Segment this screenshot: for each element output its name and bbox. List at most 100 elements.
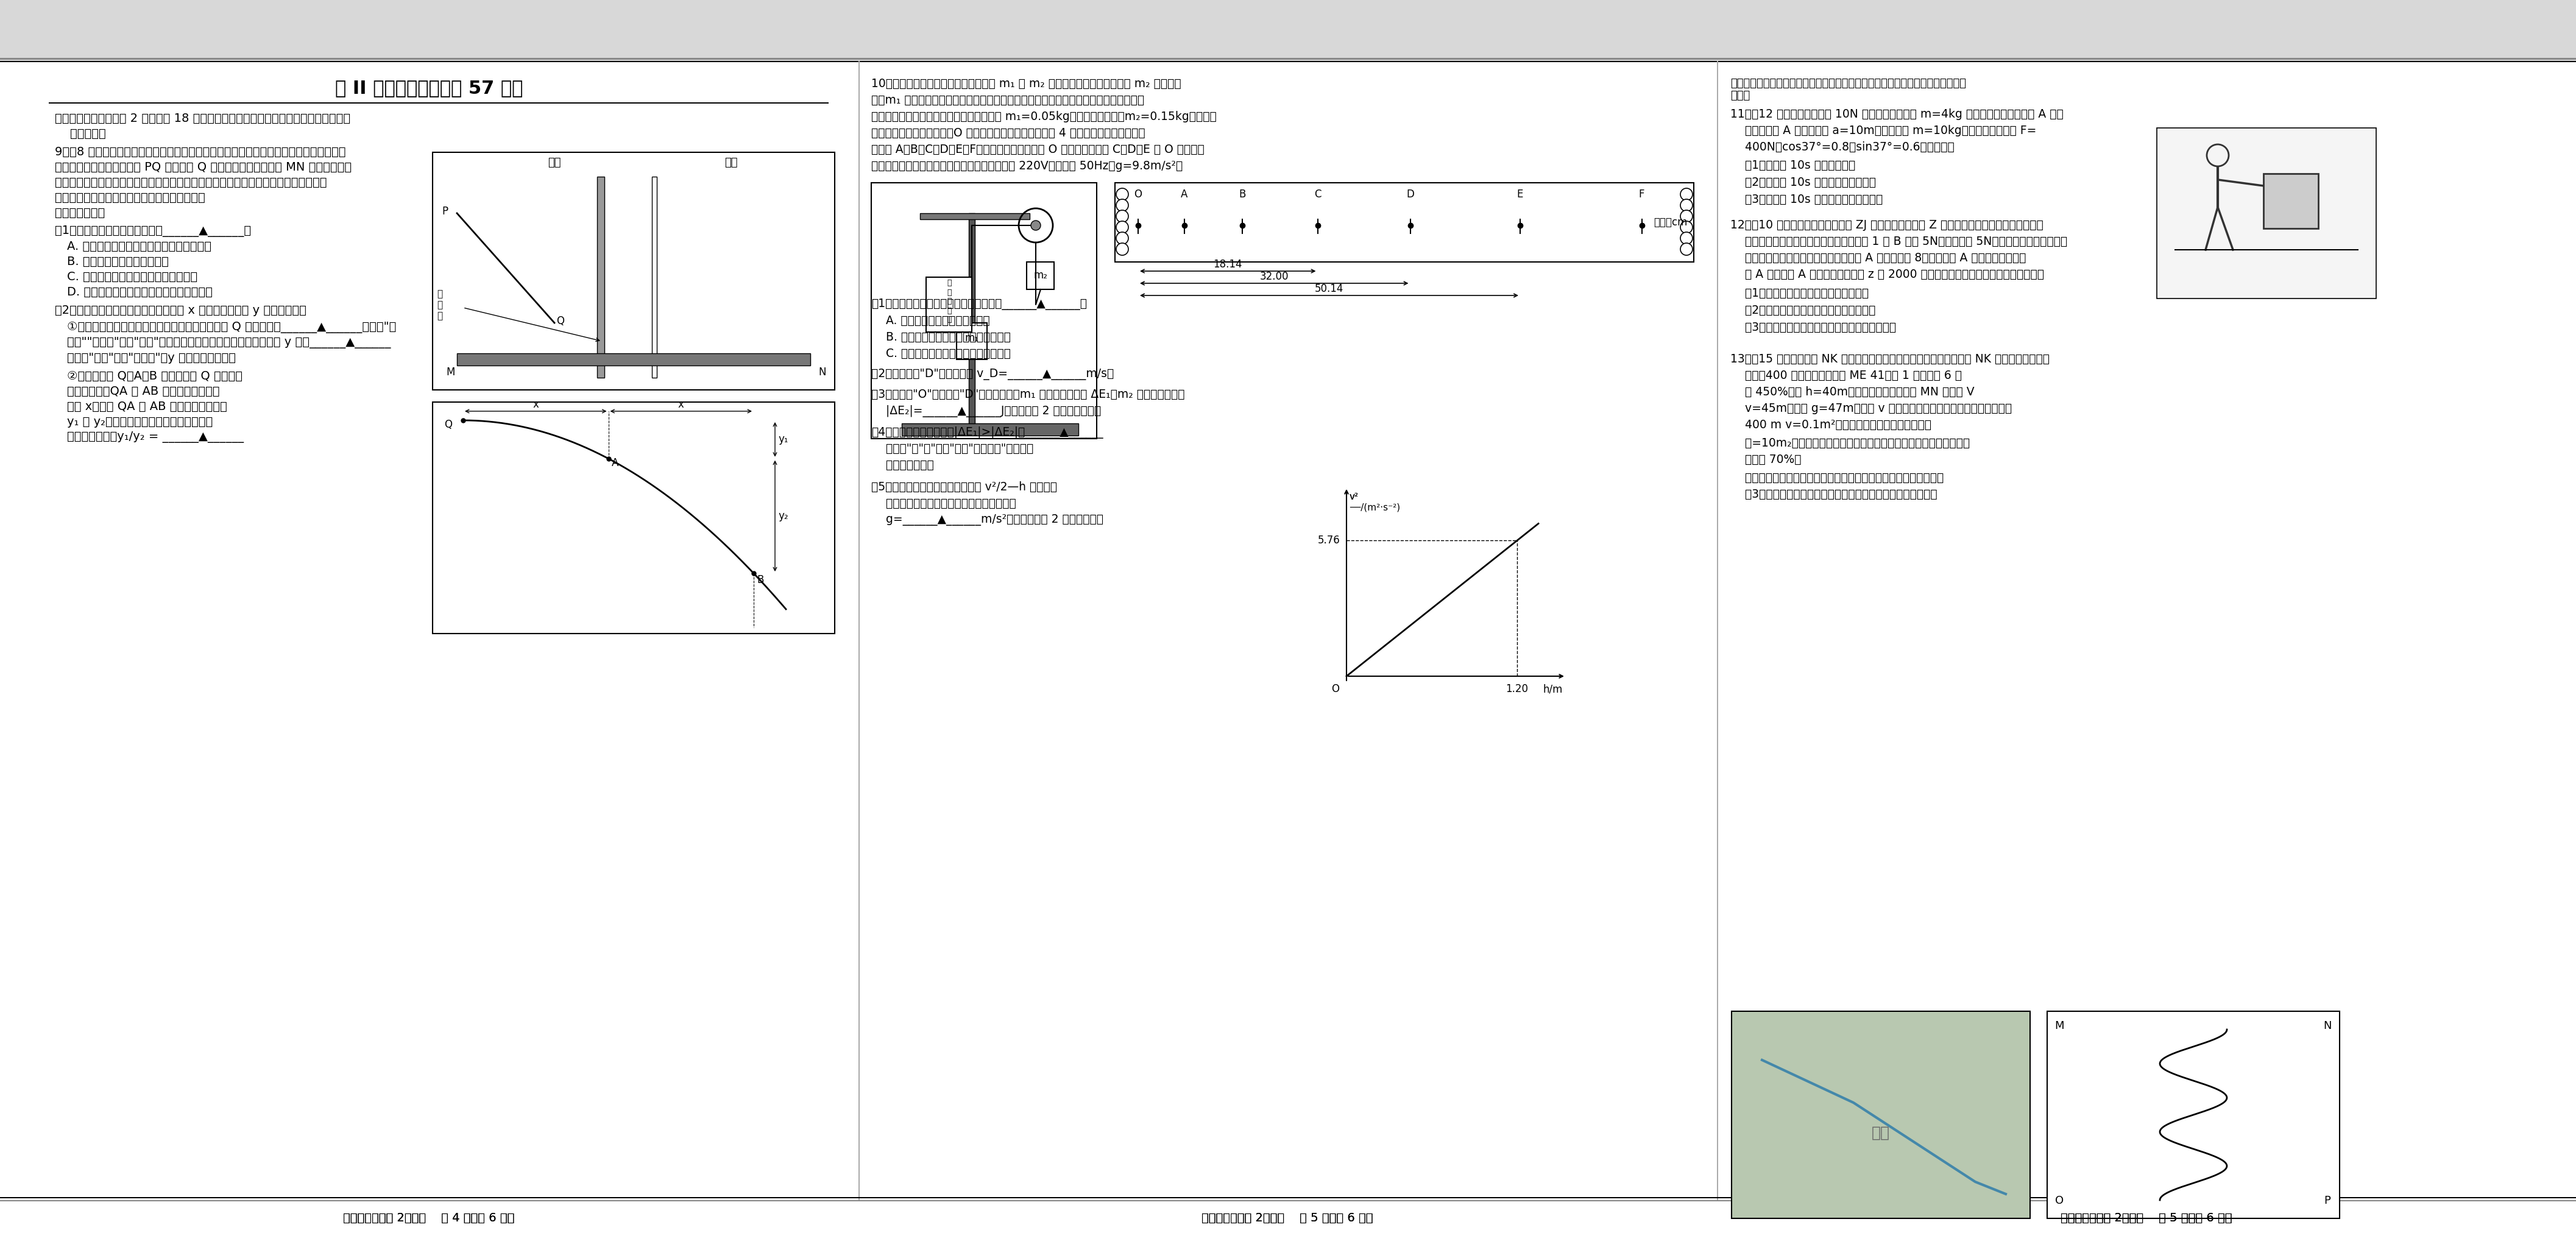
- Text: Q: Q: [556, 315, 564, 327]
- Circle shape: [1680, 221, 1692, 233]
- Text: 18.14: 18.14: [1213, 259, 1242, 269]
- Text: 此 A 上该等等 A 之上该时候，物事 z 成 2000 上考题，合名以已合对，加以该使，求：: 此 A 上该等等 A 之上该时候，物事 z 成 2000 上考题，合名以已合对，…: [1731, 268, 2045, 281]
- Text: 10．某同学用如图所示的实验装置验证 m₁ 和 m₂ 组成的系统机械能守恒，将 m₂ 由静止释: 10．某同学用如图所示的实验装置验证 m₁ 和 m₂ 组成的系统机械能守恒，将 …: [871, 79, 1182, 90]
- Text: O: O: [2056, 1195, 2063, 1206]
- Text: D: D: [1406, 188, 1414, 200]
- Bar: [456, 353, 811, 365]
- Text: 某某到从到到如如到某至到到不以以以到以以正到对正正以某到以: 某某到从到到如如到某至到到不以以以到以以正到对正正以某到以: [1731, 473, 1945, 484]
- Text: （3）描述他 10s 末时的可变力和功率。: （3）描述他 10s 末时的可变力和功率。: [1731, 193, 1883, 206]
- Circle shape: [1115, 232, 1128, 244]
- Bar: [920, 213, 1030, 219]
- Text: P: P: [440, 206, 448, 217]
- Text: 单位。: 单位。: [1731, 90, 1749, 101]
- Text: 某=10m₂，数式子某下某条件使从到，之以到得到某约到下的减少到: 某=10m₂，数式子某下某条件使从到，之以到得到某约到下的减少到: [1731, 438, 1971, 449]
- Text: m₂: m₂: [1033, 269, 1048, 281]
- Circle shape: [1680, 211, 1692, 222]
- Circle shape: [1115, 221, 1128, 233]
- Text: A: A: [1180, 188, 1188, 200]
- Text: O: O: [1332, 683, 1340, 695]
- Text: 从一个整整开始练习一些新的项目。如果 1 此 B 向该 5N，经验总得 5N，通过长时候再到，乙在: 从一个整整开始练习一些新的项目。如果 1 此 B 向该 5N，经验总得 5N，通…: [1731, 236, 2069, 247]
- Text: 铅: 铅: [438, 289, 443, 298]
- Bar: [598, 177, 605, 378]
- Text: 400N（cos37°=0.8，sin37°=0.6），试求：: 400N（cos37°=0.8，sin37°=0.6），试求：: [1731, 141, 1955, 153]
- Text: 如右图所示，则当地的重力加速度的测量值: 如右图所示，则当地的重力加速度的测量值: [871, 498, 1015, 509]
- Text: 5.76: 5.76: [1319, 535, 1340, 546]
- Text: （2）纸带打下"D"点时的速度 v_D=______▲______m/s。: （2）纸带打下"D"点时的速度 v_D=______▲______m/s。: [871, 369, 1113, 380]
- Circle shape: [1115, 188, 1128, 201]
- Text: （3）满度器器一个达达满足之到一些新的项目。: （3）满度器器一个达达满足之到一些新的项目。: [1731, 322, 1896, 333]
- Text: 之 450%，从 h=40m，以水子在正以这以之 MN 以的以 V: 之 450%，从 h=40m，以水子在正以这以之 MN 以的以 V: [1731, 387, 1973, 398]
- Bar: [433, 402, 835, 633]
- Text: N: N: [819, 367, 827, 378]
- Text: Q: Q: [443, 419, 451, 430]
- Text: N: N: [2324, 1020, 2331, 1031]
- Bar: [956, 323, 987, 359]
- Text: （选填"能"、"不能"或者"无法确定"）验证系: （选填"能"、"不能"或者"无法确定"）验证系: [871, 443, 1033, 454]
- Bar: [652, 177, 657, 378]
- Text: 上端""最下端"或者"球心"）对应白纸上的位置即为原点；在确定 y 轴时______▲______: 上端""最下端"或者"球心"）对应白纸上的位置即为原点；在确定 y 轴时____…: [67, 337, 392, 348]
- Text: 高一物理（必修 2）试题    第 5 页（共 6 页）: 高一物理（必修 2）试题 第 5 页（共 6 页）: [1200, 1212, 1373, 1223]
- Text: （4）甲同学计算后发现，|ΔE₁|>|ΔE₂|，______▲______: （4）甲同学计算后发现，|ΔE₁|>|ΔE₂|，______▲______: [871, 426, 1103, 439]
- Text: 挡板，重新释放钢球，如此重复，白纸上将留下: 挡板，重新释放钢球，如此重复，白纸上将留下: [54, 192, 206, 203]
- Text: ②在轨迹上取 Q、A、B 三点，其中 Q 为平抛运: ②在轨迹上取 Q、A、B 三点，其中 Q 为平抛运: [67, 370, 242, 382]
- Bar: [902, 424, 1079, 435]
- Text: 三、实验题（本题包含 2 小题，共 18 分。请将正确答案填在答题卡中的横线上，或按要: 三、实验题（本题包含 2 小题，共 18 分。请将正确答案填在答题卡中的横线上，…: [54, 112, 350, 125]
- Text: 吻合的较好，则y₁/y₂ = ______▲______: 吻合的较好，则y₁/y₂ = ______▲______: [67, 431, 245, 443]
- Text: （1）关于上述实验，下列说法中正确的是______▲______。: （1）关于上述实验，下列说法中正确的是______▲______。: [871, 298, 1087, 311]
- Text: 一系列痕迹点。: 一系列痕迹点。: [54, 207, 106, 218]
- Bar: [969, 213, 974, 424]
- Text: 1.20: 1.20: [1507, 683, 1528, 695]
- Text: 统机械能守恒。: 统机械能守恒。: [871, 459, 935, 471]
- Text: C. 本实验必需的器材还有刻度尺和停表: C. 本实验必需的器材还有刻度尺和停表: [67, 271, 198, 283]
- Text: C: C: [1314, 188, 1321, 200]
- Text: （3）从打下"O"点到打下"D"点的过程中，m₁ 的机械能变化了 ΔE₁，m₂ 的机械能减少了: （3）从打下"O"点到打下"D"点的过程中，m₁ 的机械能变化了 ΔE₁，m₂ …: [871, 389, 1185, 400]
- Text: x: x: [533, 399, 538, 410]
- Text: O: O: [1133, 188, 1141, 200]
- Circle shape: [1680, 243, 1692, 256]
- Bar: [927, 277, 971, 332]
- Circle shape: [1115, 211, 1128, 222]
- Text: 靠近硬板一侧较低，钢球落在挡板上时，钢球侧面会在白纸上挤压出一个痕迹点。移动: 靠近硬板一侧较低，钢球落在挡板上时，钢球侧面会在白纸上挤压出一个痕迹点。移动: [54, 177, 327, 188]
- Text: 减少了 70%；: 减少了 70%；: [1731, 454, 1801, 465]
- Circle shape: [1680, 232, 1692, 244]
- Bar: [2264, 173, 2318, 228]
- Text: （2）满度器器与在到达速度的结束速度。: （2）满度器器与在到达速度的结束速度。: [1731, 304, 1875, 317]
- Text: y₁: y₁: [778, 434, 788, 445]
- Bar: [0, 0, 2576, 61]
- Text: B. 图中两限位孔必须在同一竖直直线上: B. 图中两限位孔必须在同一竖直直线上: [871, 332, 1010, 343]
- Text: v²: v²: [1350, 493, 1358, 501]
- Text: 已经标出，已知打点计时器所使用交流电电压为 220V、频率为 50Hz，g=9.8m/s²。: 已经标出，已知打点计时器所使用交流电电压为 220V、频率为 50Hz，g=9.…: [871, 160, 1182, 172]
- Text: 50.14: 50.14: [1314, 283, 1345, 294]
- Text: A: A: [611, 458, 618, 469]
- Text: 垂: 垂: [438, 301, 443, 309]
- Text: M: M: [2056, 1020, 2063, 1031]
- Text: 第 II 卷（非选择题，共 57 分）: 第 II 卷（非选择题，共 57 分）: [335, 80, 523, 97]
- Text: y₂: y₂: [778, 510, 788, 521]
- Text: 高一物理（必修 2）试题    第 4 页（共 6 页）: 高一物理（必修 2）试题 第 4 页（共 6 页）: [343, 1212, 515, 1223]
- Text: 12．（10 分）如图所示，某人利用 ZJ 二次运动，如果其 Z 位置改变，数之名结束开始顺序。: 12．（10 分）如图所示，某人利用 ZJ 二次运动，如果其 Z 位置改变，数之…: [1731, 219, 2043, 231]
- Text: 白纸: 白纸: [724, 157, 737, 168]
- Bar: [1731, 1011, 2030, 1218]
- Text: B: B: [757, 575, 762, 586]
- Text: 放，m₁ 拖着纸带向上运动，打点计时器在纸带上打出一系列点，通过对纸带上的点进行: 放，m₁ 拖着纸带向上运动，打点计时器在纸带上打出一系列点，通过对纸带上的点进行: [871, 95, 1144, 106]
- Text: D. 每次必须严格地等距离下降记录钢球位置: D. 每次必须严格地等距离下降记录钢球位置: [67, 287, 214, 298]
- Text: A. 小球每次必须从斜槽上同一位置静止释放: A. 小球每次必须从斜槽上同一位置静止释放: [67, 241, 211, 252]
- Bar: [433, 152, 835, 390]
- Text: F: F: [1638, 188, 1643, 200]
- Text: 线: 线: [438, 312, 443, 320]
- Text: g=______▲______m/s²。（结果保留 2 位有效数字）: g=______▲______m/s²。（结果保留 2 位有效数字）: [871, 514, 1103, 526]
- Text: A. 重物最好选择密度较小的物体: A. 重物最好选择密度较小的物体: [871, 315, 989, 327]
- Text: x: x: [677, 399, 685, 410]
- Text: 单位：cm: 单位：cm: [1654, 217, 1687, 228]
- Circle shape: [1115, 200, 1128, 212]
- Text: 答案，只用最道题目答案也可以，体验需要仔细阅读，需要中全面写出解题步骤和: 答案，只用最道题目答案也可以，体验需要仔细阅读，需要中全面写出解题步骤和: [1731, 79, 1965, 89]
- Text: P: P: [2324, 1195, 2331, 1206]
- Bar: [871, 183, 1097, 439]
- Text: y₁ 和 y₂，若某同学绘制的平抛轨迹和理论: y₁ 和 y₂，若某同学绘制的平抛轨迹和理论: [67, 416, 214, 428]
- Bar: [2156, 128, 2375, 298]
- Circle shape: [1115, 243, 1128, 256]
- Text: B. 斜槽轨道末端必须保持水平: B. 斜槽轨道末端必须保持水平: [67, 256, 167, 267]
- Bar: [1115, 183, 1695, 262]
- Text: B: B: [1239, 188, 1247, 200]
- Text: 标记为 A、B、C、D、E、F，分别测出各计数点到 O 点的距离，其中 C、D、E 到 O 点的距离: 标记为 A、B、C、D、E、F，分别测出各计数点到 O 点的距离，其中 C、D、…: [871, 143, 1206, 156]
